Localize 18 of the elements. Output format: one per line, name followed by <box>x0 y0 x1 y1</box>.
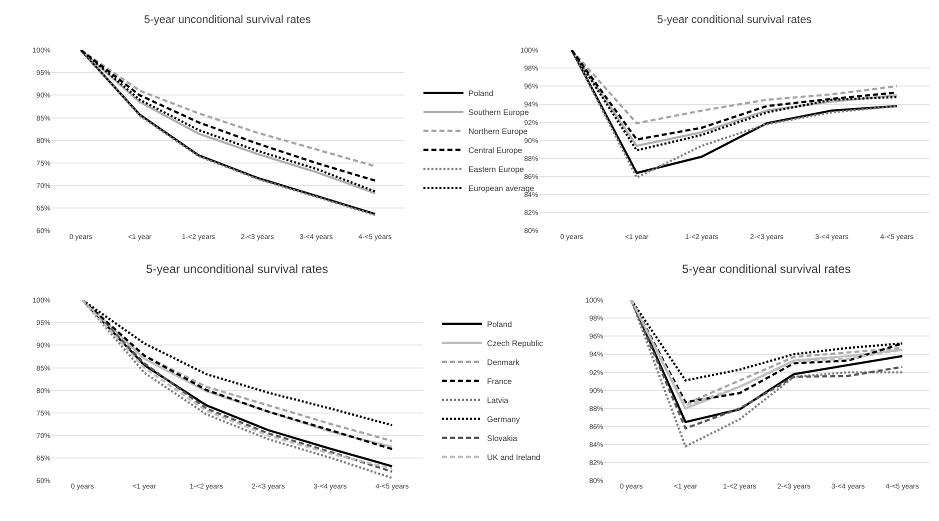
legend-label: Slovakia <box>486 434 518 444</box>
chart-title: 5-year unconditional survival rates <box>146 262 328 276</box>
legend-label: France <box>486 377 512 386</box>
legend-label: Central Europe <box>468 146 523 156</box>
legend-label: Latvia <box>486 396 509 406</box>
legend-label: Denmark <box>486 358 520 368</box>
chart-title: 5-year conditional survival rates <box>657 14 812 26</box>
legend-label: Poland <box>468 89 494 98</box>
legend-label: European average <box>468 184 535 194</box>
legend-label: Eastern Europe <box>468 165 525 174</box>
legend-label: Southern Europe <box>468 108 530 118</box>
legend-label: Czech Republic <box>486 339 544 348</box>
legend-label: Northern Europe <box>468 127 528 136</box>
legend-label: Poland <box>486 320 512 330</box>
legend-label: Germany <box>486 415 520 424</box>
chart-title: 5-year unconditional survival rates <box>144 14 312 26</box>
chart-title: 5-year conditional survival rates <box>682 262 851 276</box>
legend-label: UK and Ireland <box>486 453 540 462</box>
